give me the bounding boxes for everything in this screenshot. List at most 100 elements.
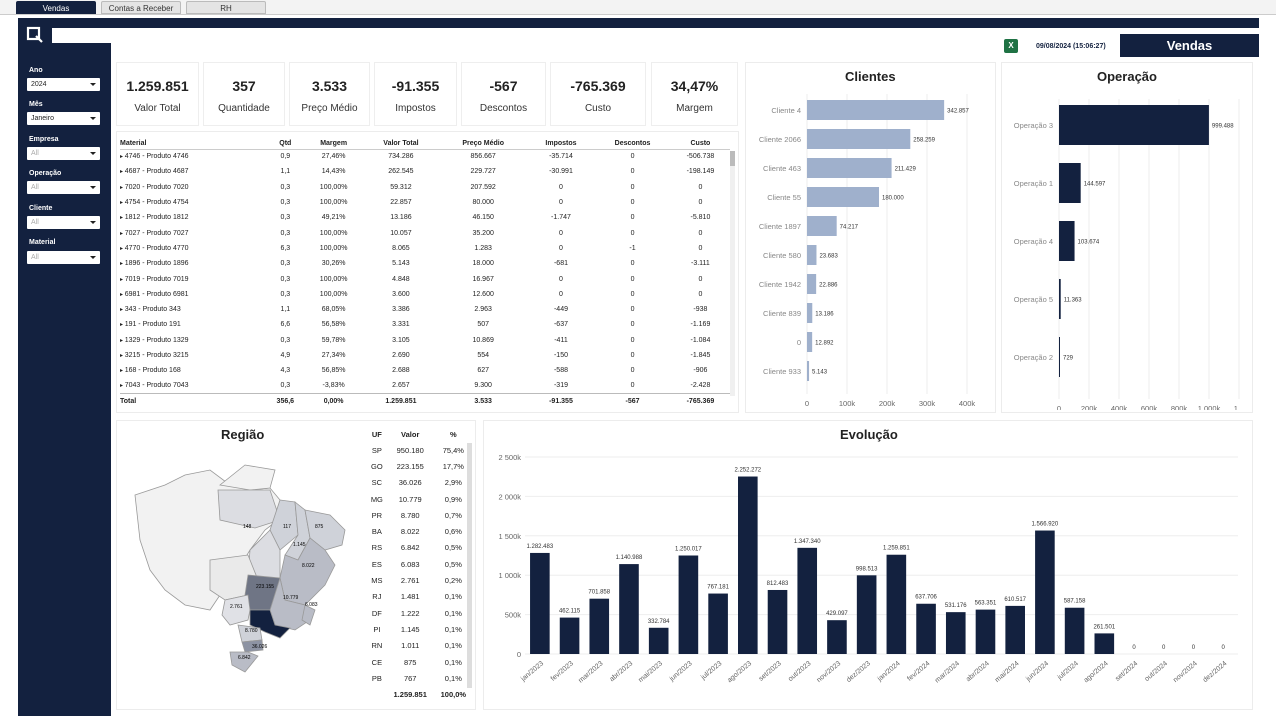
- table-row[interactable]: GO 223.155 17,7%: [368, 458, 472, 474]
- column-header[interactable]: Custo: [670, 138, 730, 150]
- bar[interactable]: [1059, 221, 1075, 261]
- map-region-ma[interactable]: [269, 499, 299, 551]
- table-row[interactable]: ▸ 4687 - Produto 4687 1,1 14,43% 262.545 229…: [120, 164, 730, 179]
- table-row[interactable]: ▸ 7020 - Produto 7020 0,3 100,00% 59.312 207…: [120, 180, 730, 195]
- column-header[interactable]: Qtd: [266, 138, 305, 150]
- filter-empresa-select[interactable]: All: [27, 147, 100, 160]
- expand-caret-icon[interactable]: ▸: [120, 368, 125, 375]
- table-row[interactable]: CE 875 0,1%: [368, 654, 472, 670]
- table-row[interactable]: ES 6.083 0,5%: [368, 556, 472, 572]
- table-row[interactable]: ▸ 1896 - Produto 1896 0,3 30,26% 5.143 18.00…: [120, 256, 730, 271]
- table-row[interactable]: ▸ 7027 - Produto 7027 0,3 100,00% 10.057 35.…: [120, 225, 730, 240]
- expand-caret-icon[interactable]: ▸: [120, 184, 125, 191]
- column-header[interactable]: Valor Total: [363, 138, 439, 150]
- expand-caret-icon[interactable]: ▸: [120, 353, 125, 359]
- table-row[interactable]: ▸ 4770 - Produto 4770 6,3 100,00% 8.065 1.28…: [120, 241, 730, 256]
- map-region-ms[interactable]: [221, 594, 251, 626]
- map-region-sp[interactable]: [249, 609, 291, 639]
- expand-caret-icon[interactable]: ▸: [120, 215, 125, 222]
- bar[interactable]: [807, 129, 911, 149]
- column-header[interactable]: Valor: [401, 429, 420, 439]
- map-region-rs[interactable]: [229, 651, 259, 673]
- table-row[interactable]: ▸ 1329 - Produto 1329 0,3 59,78% 3.105 10.86…: [120, 333, 730, 348]
- table-row[interactable]: PR 8.780 0,7%: [368, 507, 472, 523]
- map-region-roraima[interactable]: [219, 464, 276, 491]
- bar[interactable]: [807, 303, 813, 323]
- table-row[interactable]: RN 1.011 0,1%: [368, 638, 472, 654]
- excel-icon[interactable]: X: [1004, 39, 1018, 53]
- table-row[interactable]: ▸ 7019 - Produto 7019 0,3 100,00% 4.848 16.9…: [120, 271, 730, 286]
- column-header[interactable]: %: [450, 429, 457, 439]
- table-row[interactable]: RJ 1.481 0,1%: [368, 589, 472, 605]
- expand-caret-icon[interactable]: ▸: [120, 291, 125, 298]
- table-row[interactable]: SP 950.180 75,4%: [368, 442, 472, 458]
- bar[interactable]: [530, 552, 550, 654]
- expand-caret-icon[interactable]: ▸: [120, 200, 125, 207]
- table-row[interactable]: MG 10.779 0,9%: [368, 491, 472, 507]
- table-row[interactable]: PB 767 0,1%: [368, 670, 472, 686]
- bar[interactable]: [1059, 279, 1061, 319]
- table-row[interactable]: ▸ 7043 - Produto 7043 0,3 -3,83% 2.657 9.300…: [120, 378, 730, 393]
- table-row[interactable]: PI 1.145 0,1%: [368, 621, 472, 637]
- expand-caret-icon[interactable]: ▸: [120, 169, 125, 176]
- bar[interactable]: [1059, 337, 1060, 377]
- filter-cliente-select[interactable]: All: [27, 216, 100, 229]
- bar[interactable]: [975, 609, 996, 654]
- expand-caret-icon[interactable]: ▸: [120, 154, 125, 161]
- tab-rh[interactable]: RH: [186, 1, 266, 14]
- bar[interactable]: [886, 554, 907, 654]
- map-region-sc[interactable]: [241, 639, 264, 653]
- expand-caret-icon[interactable]: ▸: [120, 322, 125, 329]
- bar[interactable]: [807, 274, 817, 294]
- column-header[interactable]: Impostos: [527, 138, 595, 150]
- bar[interactable]: [807, 100, 945, 120]
- tab-contas-a-receber[interactable]: Contas a Receber: [101, 1, 181, 14]
- bar[interactable]: [1035, 530, 1055, 654]
- expand-caret-icon[interactable]: ▸: [120, 245, 125, 252]
- table-row[interactable]: DF 1.222 0,1%: [368, 605, 472, 621]
- column-header[interactable]: Margem: [304, 138, 364, 150]
- bar[interactable]: [807, 158, 892, 178]
- expand-caret-icon[interactable]: ▸: [120, 383, 125, 390]
- filter-ano-select[interactable]: 2024: [27, 78, 100, 91]
- table-row[interactable]: ▸ 4754 - Produto 4754 0,3 100,00% 22.857 80.…: [120, 195, 730, 210]
- bar[interactable]: [807, 187, 879, 207]
- table-row[interactable]: RS 6.842 0,5%: [368, 540, 472, 556]
- bar[interactable]: [827, 620, 847, 654]
- expand-caret-icon[interactable]: ▸: [120, 337, 125, 344]
- table-row[interactable]: MS 2.761 0,2%: [368, 572, 472, 588]
- bar[interactable]: [1059, 105, 1209, 145]
- bar[interactable]: [1094, 633, 1115, 654]
- bar[interactable]: [559, 617, 580, 654]
- column-header[interactable]: Preço Médio: [438, 138, 528, 150]
- table-row[interactable]: ▸ 4746 - Produto 4746 0,9 27,46% 734.286 856…: [120, 149, 730, 164]
- expand-caret-icon[interactable]: ▸: [120, 230, 125, 237]
- column-header[interactable]: UF: [371, 429, 382, 439]
- tab-vendas[interactable]: Vendas: [16, 1, 96, 14]
- bar[interactable]: [916, 603, 936, 654]
- uf-table-scrollbar[interactable]: [467, 443, 472, 688]
- filter-material-select[interactable]: All: [27, 251, 100, 264]
- bar[interactable]: [807, 216, 837, 236]
- table-row[interactable]: ▸ 343 - Produto 343 1,1 68,05% 3.386 2.963 -4…: [120, 302, 730, 317]
- table-scrollbar[interactable]: [730, 151, 735, 396]
- expand-caret-icon[interactable]: ▸: [120, 307, 125, 314]
- filter-mes-select[interactable]: Janeiro: [27, 112, 100, 125]
- bar[interactable]: [767, 589, 788, 654]
- table-row[interactable]: ▸ 6981 - Produto 6981 0,3 100,00% 3.600 12.6…: [120, 287, 730, 302]
- table-row[interactable]: SC 36.026 2,9%: [368, 475, 472, 491]
- bar[interactable]: [589, 598, 610, 654]
- bar[interactable]: [807, 361, 810, 381]
- filter-operacao-select[interactable]: All: [27, 181, 100, 194]
- bar[interactable]: [807, 332, 813, 352]
- bar[interactable]: [648, 627, 669, 654]
- bar[interactable]: [619, 564, 639, 654]
- map-region-pa[interactable]: [217, 489, 281, 529]
- bar[interactable]: [807, 245, 817, 265]
- bar[interactable]: [856, 575, 877, 654]
- bar[interactable]: [708, 593, 728, 654]
- table-row[interactable]: ▸ 3215 - Produto 3215 4,9 27,34% 2.690 554 -1…: [120, 348, 730, 363]
- table-row[interactable]: ▸ 191 - Produto 191 6,6 56,58% 3.331 507 -637…: [120, 317, 730, 332]
- expand-caret-icon[interactable]: ▸: [120, 261, 125, 268]
- bar[interactable]: [945, 612, 966, 654]
